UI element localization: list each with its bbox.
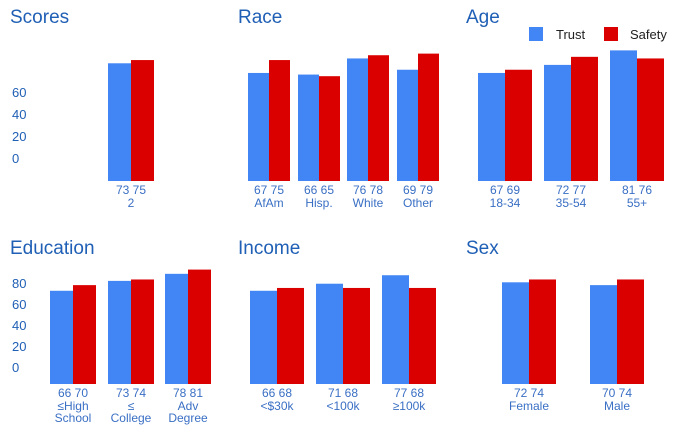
y-tick-label: 60 xyxy=(12,85,26,100)
bar-trust-2 xyxy=(108,63,131,181)
bar-trust-hisp xyxy=(298,74,319,181)
bar-safety-college xyxy=(131,279,154,384)
bar-trust-female xyxy=(502,282,529,384)
bar-trust-100k xyxy=(382,275,409,384)
bar-safety-18-34 xyxy=(505,69,532,181)
bar-trust-18-34 xyxy=(478,72,505,181)
bar-safety-55 xyxy=(637,58,664,182)
data-label-30k: 66 68 xyxy=(262,386,292,400)
category-label-high-school: School xyxy=(55,411,92,425)
category-label-male: Male xyxy=(604,399,630,413)
y-tick-label: 60 xyxy=(12,297,26,312)
y-tick-label: 20 xyxy=(12,129,26,144)
data-label-18-34: 67 69 xyxy=(490,183,520,197)
bar-safety-high-school xyxy=(73,285,96,384)
category-label-18-34: 18-34 xyxy=(490,196,521,210)
bar-trust-100k xyxy=(316,283,343,384)
data-label-hisp: 66 65 xyxy=(304,183,334,197)
bar-trust-55 xyxy=(610,50,637,182)
data-label-2: 73 75 xyxy=(116,183,146,197)
category-label-adv-degree: Degree xyxy=(168,411,208,425)
y-tick-label: 0 xyxy=(12,360,19,375)
category-label-female: Female xyxy=(509,399,549,413)
bar-safety-female xyxy=(529,279,556,384)
bar-trust-high-school xyxy=(50,290,73,384)
bar-safety-2 xyxy=(131,60,154,181)
data-label-afam: 67 75 xyxy=(254,183,284,197)
category-label-55: 55+ xyxy=(627,196,647,210)
bar-trust-30k xyxy=(250,290,277,384)
category-label-white: White xyxy=(353,196,384,210)
bar-trust-afam xyxy=(248,72,269,181)
legend-safety-label: Safety xyxy=(630,27,667,42)
data-label-adv-degree: 78 81 xyxy=(173,386,203,400)
category-label-college: College xyxy=(111,411,152,425)
bar-trust-other xyxy=(397,69,418,181)
data-label-female: 72 74 xyxy=(514,386,544,400)
data-label-white: 76 78 xyxy=(353,183,383,197)
bar-safety-white xyxy=(368,55,389,181)
bar-safety-35-54 xyxy=(571,56,598,181)
category-label-other: Other xyxy=(403,196,433,210)
legend-trust-swatch xyxy=(529,27,543,41)
data-label-college: 73 74 xyxy=(116,386,146,400)
legend-safety-swatch xyxy=(604,27,618,41)
data-label-other: 69 79 xyxy=(403,183,433,197)
category-label-30k: <$30k xyxy=(260,399,294,413)
bar-safety-other xyxy=(418,53,439,181)
bar-safety-100k xyxy=(343,287,370,384)
panel-income: Income 66 68<$30k 71 68<100k 77 68≥100k xyxy=(238,238,436,413)
data-label-high-school: 66 70 xyxy=(58,386,88,400)
panel-title-age: Age xyxy=(466,7,500,28)
category-label-high-school: ≤High xyxy=(57,399,88,413)
y-tick-label: 40 xyxy=(12,107,26,122)
bar-safety-30k xyxy=(277,287,304,384)
data-label-male: 70 74 xyxy=(602,386,632,400)
panel-scores: Scores 60 40 20 0 73 752 xyxy=(10,7,154,210)
data-label-35-54: 72 77 xyxy=(556,183,586,197)
category-label-adv-degree: Adv xyxy=(178,399,199,413)
y-tick-label: 80 xyxy=(12,276,26,291)
y-tick-label: 20 xyxy=(12,339,26,354)
panel-title-race: Race xyxy=(238,7,282,28)
panel-title-sex: Sex xyxy=(466,238,499,259)
bar-safety-100k xyxy=(409,287,436,384)
y-tick-label: 0 xyxy=(12,151,19,166)
bar-trust-adv-degree xyxy=(165,273,188,384)
bar-safety-male xyxy=(617,279,644,384)
y-tick-label: 40 xyxy=(12,318,26,333)
category-label-college: ≤ xyxy=(128,399,135,413)
bar-trust-college xyxy=(108,280,131,384)
category-label-35-54: 35-54 xyxy=(556,196,587,210)
data-label-100k: 77 68 xyxy=(394,386,424,400)
category-label-100k: ≥100k xyxy=(393,399,427,413)
data-label-100k: 71 68 xyxy=(328,386,358,400)
category-label-100k: <100k xyxy=(326,399,360,413)
legend: Trust Safety xyxy=(529,27,667,42)
panel-title-income: Income xyxy=(238,238,300,259)
category-label-2: 2 xyxy=(128,196,135,210)
panel-title-scores: Scores xyxy=(10,7,69,28)
legend-trust-label: Trust xyxy=(556,27,586,42)
category-label-hisp: Hisp. xyxy=(305,196,332,210)
bar-safety-afam xyxy=(269,60,290,181)
data-label-55: 81 76 xyxy=(622,183,652,197)
bar-safety-hisp xyxy=(319,76,340,181)
bar-safety-adv-degree xyxy=(188,269,211,384)
bar-trust-white xyxy=(347,58,368,182)
bar-trust-35-54 xyxy=(544,64,571,181)
bar-trust-male xyxy=(590,285,617,384)
category-label-afam: AfAm xyxy=(254,196,283,210)
panel-title-education: Education xyxy=(10,238,95,259)
